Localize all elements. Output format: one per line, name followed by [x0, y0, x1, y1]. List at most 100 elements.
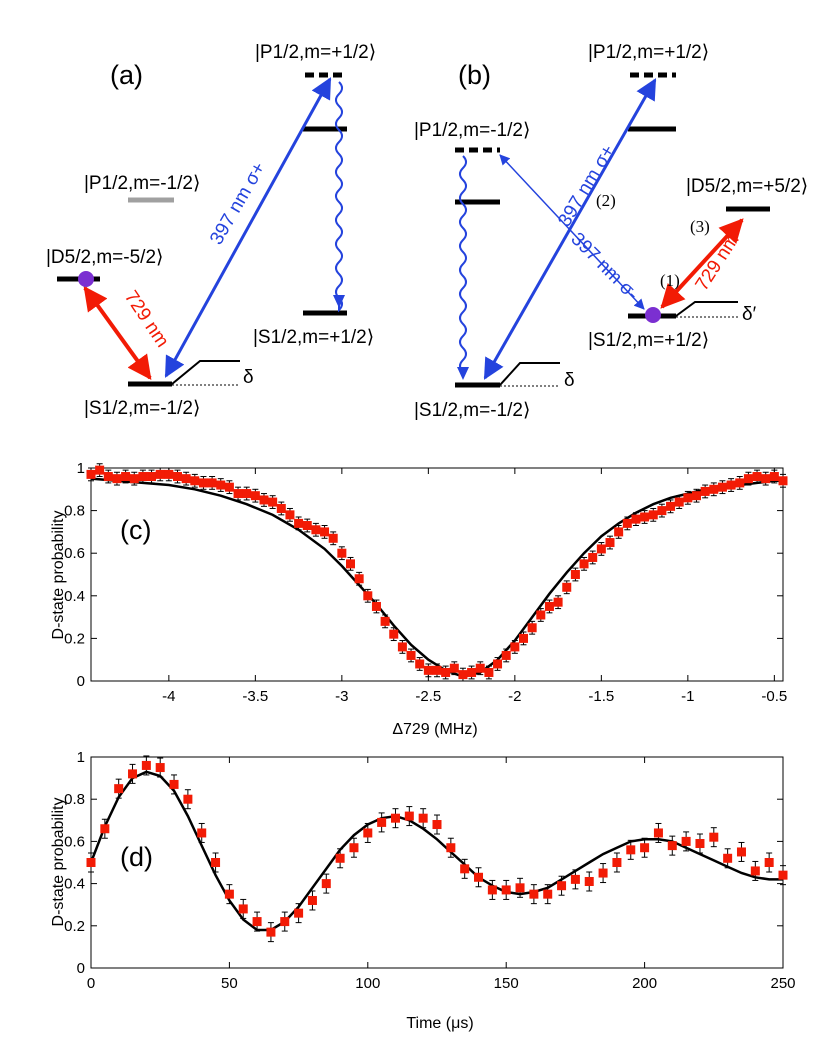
c-ytick-label-2: 0.4	[64, 588, 85, 605]
d-ylabel: D-state probability	[50, 798, 67, 927]
beam-label-729-a: 729 nm	[120, 287, 173, 351]
ion-marker	[78, 271, 94, 287]
c-data-point-35	[389, 629, 399, 639]
c-frame	[90, 467, 784, 682]
c-data-point-4	[121, 472, 131, 482]
c-data-point-39	[423, 665, 433, 675]
spontaneous-decay-b	[459, 155, 467, 377]
c-data-point-56	[570, 570, 580, 579]
c-ytick-label-3: 0.6	[64, 545, 85, 562]
c-data-point-15	[216, 480, 226, 490]
d-data-point-14	[280, 917, 290, 927]
c-xlabel: Δ729 (MHz)	[392, 721, 477, 738]
d-frame	[90, 756, 784, 969]
c-data-point-0	[86, 469, 96, 479]
d-data-point-34	[557, 881, 567, 891]
d-data-point-18	[335, 853, 345, 863]
d-data-point-42	[667, 841, 677, 851]
state-s-minus-b: |S1/2,m=-1/2⟩	[414, 400, 530, 421]
panel-label-c: (c)	[120, 515, 151, 545]
c-data-point-13	[198, 478, 208, 488]
c-ylabel: D-state probability	[50, 511, 67, 640]
c-data-point-67	[666, 501, 676, 511]
c-data-point-61	[614, 527, 624, 537]
beam-label-729-b: 729 nm	[692, 230, 744, 295]
c-data-point-46	[484, 667, 494, 677]
c-data-point-31	[354, 574, 364, 584]
c-data-point-1	[95, 465, 105, 475]
shifted-level-b	[499, 362, 560, 386]
c-xtick-label-3: -2.5	[415, 688, 441, 705]
step-1: (1)	[660, 271, 680, 290]
d-ytick-label-2: 0.4	[64, 876, 85, 893]
c-xtick-label-4: -2	[508, 688, 521, 705]
c-data-point-80	[778, 476, 788, 486]
d-data-point-2	[114, 784, 124, 794]
c-data-point-62	[622, 518, 632, 528]
state-p-plus-b: |P1/2,m=+1/2⟩	[588, 42, 709, 63]
d-data-point-32	[529, 889, 539, 899]
c-data-point-20	[259, 495, 269, 505]
d-data-point-39	[626, 845, 636, 855]
state-p-minus-b: |P1/2,m=-1/2⟩	[414, 120, 530, 141]
d-data-point-15	[294, 908, 304, 918]
decay-arrowhead-b	[457, 367, 469, 380]
c-data-point-12	[190, 476, 200, 486]
d-data-point-11	[238, 904, 248, 914]
c-xtick-label-2: -3	[335, 688, 348, 705]
d-ytick-label-4: 0.8	[64, 791, 85, 808]
panel-label-a: (a)	[110, 60, 143, 90]
state-d-minus: |D5/2,m=-5/2⟩	[46, 247, 163, 268]
c-data-point-14	[207, 478, 217, 488]
d-xtick-label-2: 100	[355, 975, 380, 992]
c-xtick-label-7: -0.5	[761, 688, 787, 705]
c-data-point-9	[164, 469, 174, 479]
c-data-point-32	[363, 591, 373, 601]
d-data-point-20	[363, 828, 373, 838]
panel-label-d: (d)	[120, 842, 153, 872]
d-data-point-8	[197, 828, 207, 838]
c-data-point-68	[674, 497, 684, 507]
c-data-point-53	[544, 601, 554, 611]
diagram-a: (a) δ |P1/2,m=+1/2⟩ |P1/2,m=-1/2⟩ |D5/2,…	[46, 42, 376, 419]
d-data-point-48	[750, 866, 760, 876]
d-xtick-label-0: 0	[87, 975, 95, 992]
step-3: (3)	[690, 217, 710, 236]
ion-marker-b	[645, 307, 661, 323]
c-data-point-75	[735, 478, 745, 488]
c-data-point-33	[371, 601, 381, 611]
d-data-point-45	[709, 832, 719, 842]
d-data-point-44	[695, 839, 705, 849]
c-data-point-40	[432, 665, 442, 675]
c-data-point-74	[726, 480, 736, 490]
c-data-point-78	[761, 474, 771, 484]
shifted-level-b2	[675, 301, 738, 317]
d-data-point-27	[460, 864, 470, 874]
c-data-point-49	[510, 642, 520, 652]
detuning-label-b: δ	[564, 370, 575, 391]
d-data-point-31	[515, 883, 525, 893]
c-data-point-73	[717, 482, 727, 492]
d-data-point-17	[321, 879, 331, 889]
beam-label-sigma-minus: 397 nm σ-	[566, 229, 642, 305]
spontaneous-decay	[335, 81, 343, 313]
c-data-point-3	[112, 474, 122, 484]
c-data-point-8	[155, 469, 165, 479]
c-data-point-18	[242, 489, 252, 499]
chart-d: (d) D-state probability Time (μs) 0 0.2 0.…	[50, 749, 796, 1032]
c-data-point-22	[276, 503, 286, 513]
c-data-point-72	[709, 484, 719, 494]
d-data-point-19	[349, 843, 359, 853]
c-data-point-11	[181, 474, 191, 484]
d-data-point-5	[155, 763, 165, 773]
red-beam-729	[83, 286, 152, 380]
d-data-point-4	[141, 760, 151, 770]
d-data-point-21	[377, 817, 387, 827]
blue-beam-sigma-minus	[499, 154, 645, 310]
state-p-plus: |P1/2,m=+1/2⟩	[255, 42, 376, 63]
c-data-point-2	[103, 472, 113, 482]
d-data-point-40	[640, 843, 650, 853]
d-data-point-29	[487, 885, 497, 895]
c-xtick-label-6: -1	[681, 688, 694, 705]
d-data-point-16	[307, 895, 317, 905]
